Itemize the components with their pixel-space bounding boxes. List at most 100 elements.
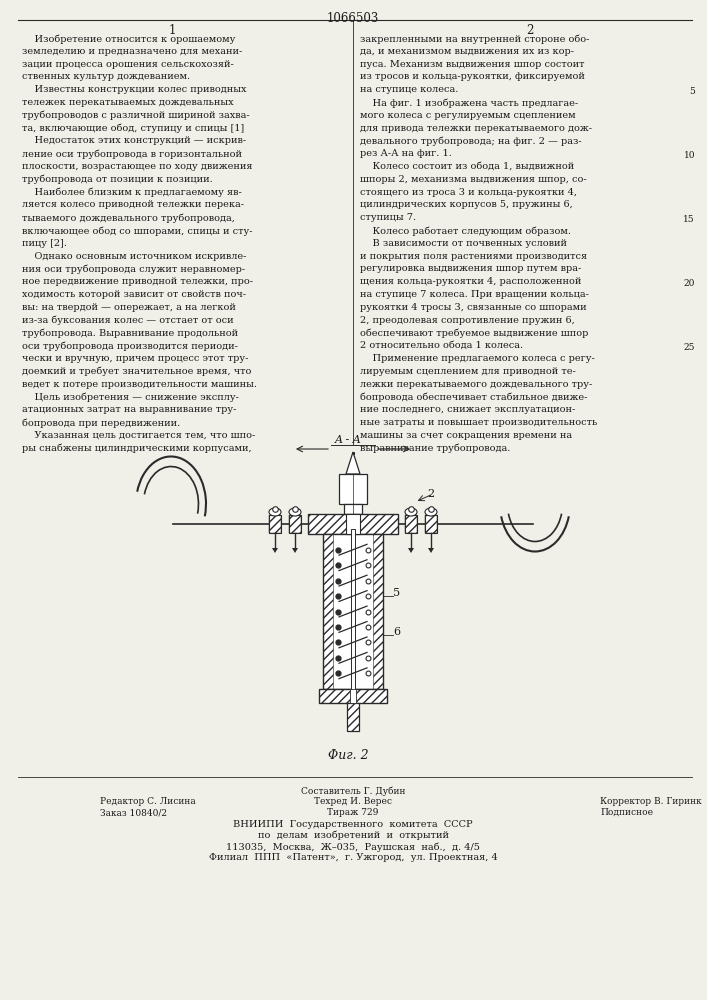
Text: тележек перекатываемых дождевальных: тележек перекатываемых дождевальных <box>22 98 233 107</box>
Bar <box>289 515 301 533</box>
Text: ление оси трубопровода в горизонтальной: ление оси трубопровода в горизонтальной <box>22 149 242 159</box>
Text: 1: 1 <box>168 24 175 37</box>
Text: доемкий и требует значительное время, что: доемкий и требует значительное время, чт… <box>22 367 252 376</box>
Text: на ступице 7 колеса. При вращении кольца-: на ступице 7 колеса. При вращении кольца… <box>360 290 589 299</box>
Bar <box>319 689 387 703</box>
Text: 2 относительно обода 1 колеса.: 2 относительно обода 1 колеса. <box>360 341 523 350</box>
Text: Наиболее близким к предлагаемому яв-: Наиболее близким к предлагаемому яв- <box>22 188 242 197</box>
Text: щения кольца-рукоятки 4, расположенной: щения кольца-рукоятки 4, расположенной <box>360 277 581 286</box>
Text: из-за буксования колес — отстает от оси: из-за буксования колес — отстает от оси <box>22 316 233 325</box>
Text: На фиг. 1 изображена часть предлагае-: На фиг. 1 изображена часть предлагае- <box>360 98 578 107</box>
Text: ное передвижение приводной тележки, про-: ное передвижение приводной тележки, про- <box>22 277 253 286</box>
Text: 15: 15 <box>684 215 695 224</box>
Bar <box>425 515 437 533</box>
Text: девального трубопровода; на фиг. 2 — раз-: девального трубопровода; на фиг. 2 — раз… <box>360 136 582 146</box>
Text: ступицы 7.: ступицы 7. <box>360 213 416 222</box>
Text: выравнивание трубопровода.: выравнивание трубопровода. <box>360 444 510 453</box>
Text: регулировка выдвижения шпор путем вра-: регулировка выдвижения шпор путем вра- <box>360 264 581 273</box>
Text: Техред И. Верес: Техред И. Верес <box>314 797 392 806</box>
Text: закрепленными на внутренней стороне обо-: закрепленными на внутренней стороне обо- <box>360 34 590 43</box>
Polygon shape <box>428 548 434 553</box>
Text: пуса. Механизм выдвижения шпор состоит: пуса. Механизм выдвижения шпор состоит <box>360 60 585 69</box>
Text: Подписное: Подписное <box>600 808 653 817</box>
Text: Известны конструкции колес приводных: Известны конструкции колес приводных <box>22 85 247 94</box>
Text: ведет к потере производительности машины.: ведет к потере производительности машины… <box>22 380 257 389</box>
Polygon shape <box>292 548 298 553</box>
Text: земледелию и предназначено для механи-: земледелию и предназначено для механи- <box>22 47 243 56</box>
Text: 5: 5 <box>393 588 400 598</box>
Bar <box>347 703 359 731</box>
Polygon shape <box>408 548 414 553</box>
Text: оси трубопровода производится периоди-: оси трубопровода производится периоди- <box>22 341 238 351</box>
Text: ные затраты и повышает производительность: ные затраты и повышает производительност… <box>360 418 597 427</box>
Text: тываемого дождевального трубопровода,: тываемого дождевального трубопровода, <box>22 213 235 223</box>
Bar <box>269 515 281 533</box>
Text: ние последнего, снижает эксплуатацион-: ние последнего, снижает эксплуатацион- <box>360 405 575 414</box>
Text: пицу [2].: пицу [2]. <box>22 239 67 248</box>
Bar <box>308 514 398 534</box>
Bar <box>308 514 398 534</box>
Bar <box>339 474 367 504</box>
Text: Заказ 10840/2: Заказ 10840/2 <box>100 808 167 817</box>
Text: 5: 5 <box>689 87 695 96</box>
Text: лируемым сцеплением для приводной те-: лируемым сцеплением для приводной те- <box>360 367 575 376</box>
Polygon shape <box>346 452 360 474</box>
Text: 2: 2 <box>526 24 534 37</box>
Text: трубопроводов с различной шириной захва-: трубопроводов с различной шириной захва- <box>22 111 250 120</box>
Text: 113035,  Москва,  Ж–035,  Раушская  наб.,  д. 4/5: 113035, Москва, Ж–035, Раушская наб., д.… <box>226 842 480 852</box>
Text: Тираж 729: Тираж 729 <box>327 808 379 817</box>
Bar <box>344 504 362 514</box>
Text: A - A: A - A <box>334 435 361 445</box>
Text: шпоры 2, механизма выдвижения шпор, со-: шпоры 2, механизма выдвижения шпор, со- <box>360 175 587 184</box>
Bar <box>350 689 356 703</box>
Text: обеспечивают требуемое выдвижение шпор: обеспечивают требуемое выдвижение шпор <box>360 328 588 338</box>
Text: ры снабжены цилиндрическими корпусами,: ры снабжены цилиндрическими корпусами, <box>22 444 252 453</box>
Text: вы: на твердой — опережает, а на легкой: вы: на твердой — опережает, а на легкой <box>22 303 236 312</box>
Bar <box>347 703 359 731</box>
Text: 1066503: 1066503 <box>327 12 379 25</box>
Text: ВНИИПИ  Государственного  комитета  СССР: ВНИИПИ Государственного комитета СССР <box>233 820 473 829</box>
Bar <box>405 515 417 533</box>
Text: 10: 10 <box>684 151 695 160</box>
Text: для привода тележки перекатываемого дож-: для привода тележки перекатываемого дож- <box>360 124 592 133</box>
Text: ходимость которой зависит от свойств поч-: ходимость которой зависит от свойств поч… <box>22 290 246 299</box>
Ellipse shape <box>289 508 301 516</box>
Text: чески и вручную, причем процесс этот тру-: чески и вручную, причем процесс этот тру… <box>22 354 248 363</box>
Text: Составитель Г. Дубин: Составитель Г. Дубин <box>300 786 405 796</box>
Text: зации процесса орошения сельскохозяй-: зации процесса орошения сельскохозяй- <box>22 60 234 69</box>
Text: Колесо работает следующим образом.: Колесо работает следующим образом. <box>360 226 571 235</box>
Text: лежки перекатываемого дождевального тру-: лежки перекатываемого дождевального тру- <box>360 380 592 389</box>
Text: Редактор С. Лисина: Редактор С. Лисина <box>100 797 196 806</box>
Text: трубопровода от позиции к позиции.: трубопровода от позиции к позиции. <box>22 175 213 184</box>
Text: по  делам  изобретений  и  открытий: по делам изобретений и открытий <box>257 831 448 840</box>
Text: Цель изобретения — снижение эксплу-: Цель изобретения — снижение эксплу- <box>22 392 239 402</box>
Ellipse shape <box>405 508 417 516</box>
Text: ния оси трубопровода служит неравномер-: ния оси трубопровода служит неравномер- <box>22 264 245 274</box>
Bar <box>323 534 383 689</box>
Bar <box>351 529 355 694</box>
Text: Применение предлагаемого колеса с регу-: Применение предлагаемого колеса с регу- <box>360 354 595 363</box>
Text: включающее обод со шпорами, спицы и сту-: включающее обод со шпорами, спицы и сту- <box>22 226 252 235</box>
Text: 2: 2 <box>427 489 434 499</box>
Text: Филиал  ППП  «Патент»,  г. Ужгород,  ул. Проектная, 4: Филиал ППП «Патент», г. Ужгород, ул. Про… <box>209 853 498 862</box>
Bar <box>405 515 417 533</box>
Text: цилиндрических корпусов 5, пружины 6,: цилиндрических корпусов 5, пружины 6, <box>360 200 573 209</box>
Text: Изобретение относится к орошаемому: Изобретение относится к орошаемому <box>22 34 235 43</box>
Text: бопровода при передвижении.: бопровода при передвижении. <box>22 418 180 428</box>
Text: на ступице колеса.: на ступице колеса. <box>360 85 458 94</box>
Text: ственных культур дождеванием.: ственных культур дождеванием. <box>22 72 190 81</box>
Text: из тросов и кольца-рукоятки, фиксируемой: из тросов и кольца-рукоятки, фиксируемой <box>360 72 585 81</box>
Text: Недостаток этих конструкций — искрив-: Недостаток этих конструкций — искрив- <box>22 136 246 145</box>
Text: машины за счет сокращения времени на: машины за счет сокращения времени на <box>360 431 572 440</box>
Text: 25: 25 <box>684 343 695 352</box>
Text: 6: 6 <box>393 627 400 637</box>
Text: Колесо состоит из обода 1, выдвижной: Колесо состоит из обода 1, выдвижной <box>360 162 574 171</box>
Bar <box>323 534 333 689</box>
Text: В зависимости от почвенных условий: В зависимости от почвенных условий <box>360 239 567 248</box>
Text: рез А-А на фиг. 1.: рез А-А на фиг. 1. <box>360 149 452 158</box>
Bar <box>425 515 437 533</box>
Text: ляется колесо приводной тележки перека-: ляется колесо приводной тележки перека- <box>22 200 244 209</box>
Text: та, включающие обод, ступицу и спицы [1]: та, включающие обод, ступицу и спицы [1] <box>22 124 244 133</box>
Text: 2, преодолевая сопротивление пружин 6,: 2, преодолевая сопротивление пружин 6, <box>360 316 575 325</box>
Text: атационных затрат на выравнивание тру-: атационных затрат на выравнивание тру- <box>22 405 236 414</box>
